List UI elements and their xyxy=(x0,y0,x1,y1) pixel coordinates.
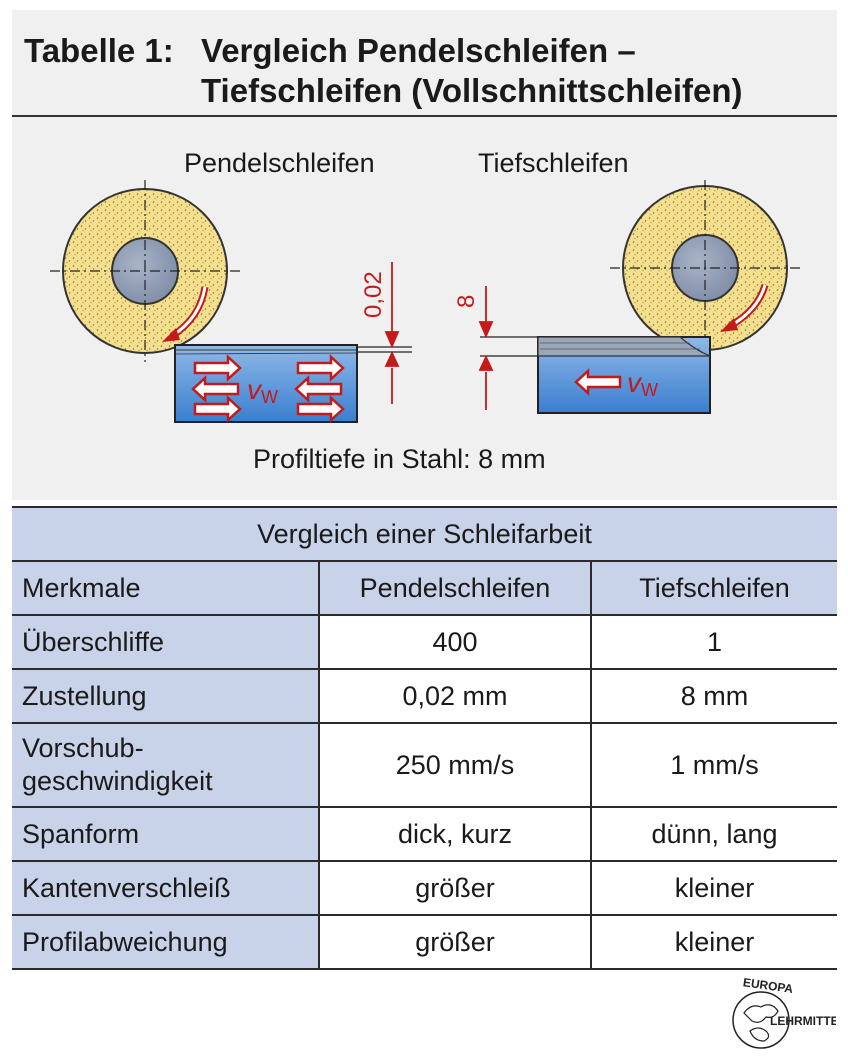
row-feature-line-2: geschwindigkeit xyxy=(22,766,213,796)
comparison-table: Vergleich einer Schleifarbeit Merkmale P… xyxy=(12,506,837,970)
title-line-2: Tiefschleifen (Vollschnittschleifen) xyxy=(201,72,743,109)
table-label: Tabelle 1: xyxy=(24,32,174,69)
title-line-1: Vergleich Pendelschleifen – xyxy=(201,32,636,69)
feed-speed-label-right: vW xyxy=(627,367,658,400)
row-feature: Vorschub-geschwindigkeit xyxy=(12,722,320,808)
row-pendel-value: dick, kurz xyxy=(318,806,592,862)
dimension-markers xyxy=(384,262,494,410)
header-pendelschleifen: Pendelschleifen xyxy=(318,560,592,616)
table-row: Überschliffe 400 1 xyxy=(12,614,837,670)
left-feed-arrows xyxy=(191,354,345,423)
row-pendel-value: 400 xyxy=(318,614,592,670)
row-feature: Spanform xyxy=(12,806,320,862)
table-row: Zustellung 0,02 mm 8 mm xyxy=(12,668,837,724)
feed-speed-label-left: vW xyxy=(247,374,278,407)
row-tief-value: dünn, lang xyxy=(590,806,837,862)
table-caption: Vergleich einer Schleifarbeit xyxy=(12,506,837,562)
europa-lehrmittel-logo: EUROPA LEHRMITTEL xyxy=(732,975,836,1049)
row-tief-value: kleiner xyxy=(590,860,837,916)
table-row: Vorschub-geschwindigkeit 250 mm/s 1 mm/s xyxy=(12,722,837,808)
header-tiefschleifen: Tiefschleifen xyxy=(590,560,837,616)
row-feature: Zustellung xyxy=(12,668,320,724)
row-feature: Profilabweichung xyxy=(12,914,320,970)
header-merkmale: Merkmale xyxy=(12,560,320,616)
table-row: Spanform dick, kurz dünn, lang xyxy=(12,806,837,862)
row-tief-value: 1 xyxy=(590,614,837,670)
caption-profiltiefe: Profiltiefe in Stahl: 8 mm xyxy=(253,444,546,474)
depth-label-tief: 8 xyxy=(453,295,480,308)
caption-tiefschleifen: Tiefschleifen xyxy=(478,148,629,178)
table-caption-row: Vergleich einer Schleifarbeit xyxy=(12,506,837,562)
row-pendel-value: 0,02 mm xyxy=(318,668,592,724)
caption-pendelschleifen: Pendelschleifen xyxy=(184,148,375,178)
table-header-row: Merkmale Pendelschleifen Tiefschleifen xyxy=(12,560,837,616)
right-workpiece xyxy=(480,336,711,414)
right-feed-arrow xyxy=(574,368,622,396)
row-feature: Kantenverschleiß xyxy=(12,860,320,916)
left-grinding-wheel xyxy=(50,180,240,362)
logo-right-text: LEHRMITTEL xyxy=(770,1014,836,1028)
row-tief-value: 1 mm/s xyxy=(590,722,837,808)
depth-label-pendel: 0,02 xyxy=(360,271,387,318)
row-pendel-value: größer xyxy=(318,914,592,970)
row-tief-value: kleiner xyxy=(590,914,837,970)
row-feature: Überschliffe xyxy=(12,614,320,670)
row-feature-line-1: Vorschub- xyxy=(22,733,144,763)
table-row: Profilabweichung größer kleiner xyxy=(12,914,837,970)
logo-top-text: EUROPA xyxy=(742,975,794,996)
table-row: Kantenverschleiß größer kleiner xyxy=(12,860,837,916)
title-block: Tabelle 1: Vergleich Pendelschleifen – T… xyxy=(12,10,837,117)
row-pendel-value: größer xyxy=(318,860,592,916)
row-pendel-value: 250 mm/s xyxy=(318,722,592,808)
right-grinding-wheel xyxy=(610,180,800,358)
grinding-diagram: 0,02 8 vW vW xyxy=(50,180,800,423)
row-tief-value: 8 mm xyxy=(590,668,837,724)
